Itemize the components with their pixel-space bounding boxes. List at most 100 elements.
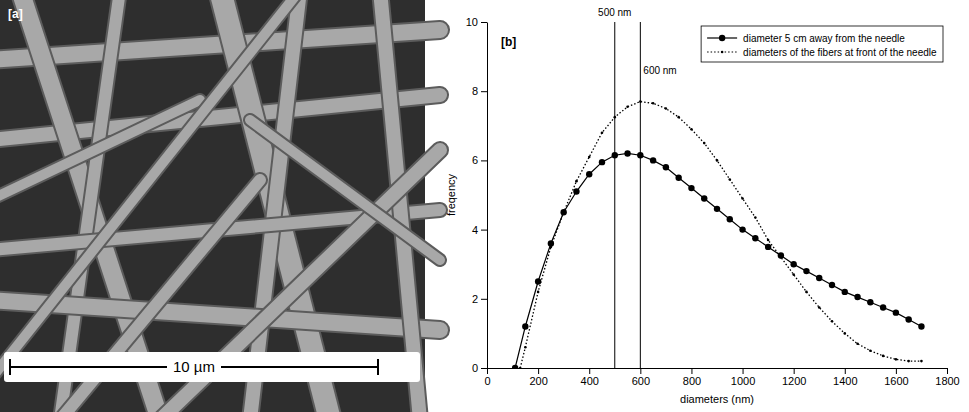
legend: diameter 5 cm away from the needle diamet…	[701, 26, 943, 62]
marker	[675, 175, 681, 181]
marker	[637, 152, 643, 158]
tick-mark	[845, 368, 846, 374]
tick: 4	[472, 224, 487, 236]
plot-data	[512, 22, 925, 368]
marker	[880, 304, 886, 310]
axis-line	[487, 23, 488, 369]
panel-a: [a]10 µm	[0, 0, 440, 412]
scale-bar-label: 10 µm	[173, 358, 215, 375]
marker	[843, 332, 846, 335]
marker	[920, 360, 923, 363]
marker	[512, 365, 518, 368]
panel-label: [b]	[501, 35, 516, 49]
marker	[562, 211, 565, 214]
tick-mark	[481, 230, 487, 231]
tick-label: 10	[466, 16, 478, 28]
x-axis: 020040060080010001200140016001800	[484, 368, 959, 387]
marker	[805, 291, 808, 294]
tick-label: 2	[472, 293, 478, 305]
marker	[918, 323, 924, 329]
legend-marker	[721, 51, 724, 54]
scale-bar-end	[377, 359, 379, 375]
marker	[588, 156, 591, 159]
x-axis-title: diameters (nm)	[680, 393, 754, 405]
tick-mark	[896, 368, 897, 374]
panel-b: 0200400600800100012001400160018000246810…	[445, 7, 960, 405]
tick-label: 200	[529, 375, 547, 387]
tick-mark	[640, 368, 641, 374]
legend-swatch	[707, 51, 737, 52]
marker	[893, 309, 899, 315]
tick: 1400	[833, 368, 857, 387]
tick-label: 1400	[833, 375, 857, 387]
tick-label: 8	[472, 85, 478, 97]
marker	[560, 209, 566, 215]
tick: 0	[472, 362, 487, 374]
scale-bar-label-background	[167, 358, 221, 375]
marker	[714, 206, 720, 212]
marker	[677, 116, 680, 119]
marker	[575, 180, 578, 183]
fiber	[250, 0, 300, 412]
marker	[792, 273, 795, 276]
marker	[524, 346, 527, 349]
tick: 600	[632, 368, 650, 387]
tick: 1200	[782, 368, 806, 387]
tick: 1800	[935, 368, 959, 387]
legend-label: diameters of the fibers at front of the …	[743, 47, 937, 58]
marker	[741, 197, 744, 200]
tick-label: 800	[683, 375, 701, 387]
marker	[688, 185, 694, 191]
legend-label: diameter 5 cm away from the needle	[743, 33, 905, 44]
y-axis-title: freqency	[445, 173, 457, 216]
marker	[905, 316, 911, 322]
marker	[663, 164, 669, 170]
marker	[701, 195, 707, 201]
marker	[907, 360, 910, 363]
series-markers	[519, 100, 923, 368]
tick-mark	[947, 368, 948, 374]
fiber-shadow	[20, 0, 160, 412]
marker	[535, 278, 541, 284]
tick-mark	[481, 160, 487, 161]
tick-mark	[538, 368, 539, 374]
scale-bar-background	[4, 352, 420, 382]
tick-mark	[481, 299, 487, 300]
marker	[739, 226, 745, 232]
marker	[882, 355, 885, 358]
marker	[895, 358, 898, 361]
series-line	[515, 153, 921, 368]
marker	[765, 244, 771, 250]
tick-label: 1800	[935, 375, 959, 387]
tick: 1600	[884, 368, 908, 387]
marker	[818, 306, 821, 309]
marker	[867, 299, 873, 305]
tick-label: 1200	[782, 375, 806, 387]
marker	[537, 291, 540, 294]
tick-mark	[481, 368, 487, 369]
fiber-shadow	[250, 0, 300, 412]
marker	[816, 275, 822, 281]
tick-mark	[481, 91, 487, 92]
tick: 0	[484, 368, 490, 387]
marker	[690, 128, 693, 131]
marker	[522, 323, 528, 329]
fiber	[0, 300, 440, 330]
marker	[752, 235, 758, 241]
marker	[831, 320, 834, 323]
tick-label: 4	[472, 224, 478, 236]
marker	[665, 107, 668, 110]
marker	[613, 116, 616, 119]
tick-label: 0	[484, 375, 490, 387]
marker	[716, 159, 719, 162]
tick: 8	[472, 85, 487, 97]
series-markers	[512, 150, 925, 368]
fiber-shadow	[250, 120, 440, 260]
tick-label: 1000	[731, 375, 755, 387]
series-line	[520, 102, 921, 368]
marker	[599, 159, 605, 165]
marker	[854, 294, 860, 300]
marker	[652, 102, 655, 105]
marker	[767, 239, 770, 242]
marker	[612, 152, 618, 158]
